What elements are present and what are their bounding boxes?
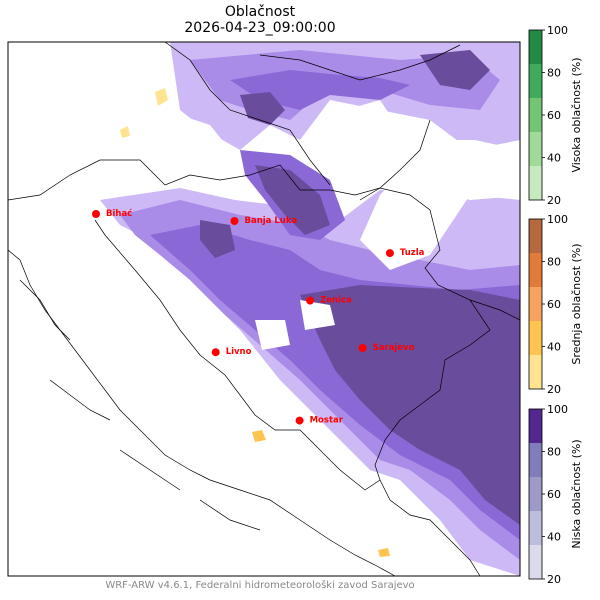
colorbar-title: Niska oblačnost (%): [570, 439, 583, 548]
city-marker: [385, 249, 394, 258]
city-label: Bihać: [106, 208, 132, 219]
city-marker: [211, 348, 220, 357]
colorbar-2: 20 40 60 80 100 Srednja oblačnost (%): [528, 213, 583, 396]
city-marker: [92, 210, 100, 218]
map-title: Oblačnost: [224, 4, 296, 20]
colorbar-tick-label: 20: [547, 383, 561, 396]
city-marker: [295, 416, 304, 425]
colorbar-tick-label: 60: [547, 109, 561, 122]
colorbar-segment: [529, 355, 542, 389]
colorbar-tick-label: 20: [547, 194, 561, 207]
colorbar-tick-label: 40: [547, 152, 561, 165]
city-label: Mostar: [310, 416, 344, 426]
colorbar-tick-label: 20: [547, 573, 561, 586]
colorbar-tick-label: 80: [547, 256, 561, 269]
colorbar-3: 20 40 60 80 100 Niska oblačnost (%): [528, 403, 583, 586]
city-label: Banja Luka: [245, 216, 298, 226]
colorbar-title: Srednja oblačnost (%): [570, 243, 583, 364]
colorbar-tick-label: 60: [547, 298, 561, 311]
colorbar-group: 20 40 60 80 100 Visoka oblačnost (%) 20 40 60 80 1…: [528, 24, 583, 586]
colorbar-segment: [529, 98, 542, 132]
colorbar-segment: [529, 545, 542, 579]
city-marker: [358, 344, 367, 352]
colorbar-tick-label: 60: [547, 488, 561, 501]
colorbar-tick-label: 80: [547, 67, 561, 80]
colorbar-tick-label: 100: [547, 403, 568, 416]
colorbar-segment: [529, 287, 542, 321]
city-label: Tuzla: [400, 248, 425, 258]
mid-cloud-layer: [120, 88, 390, 557]
colorbar-tick-label: 80: [547, 446, 561, 459]
colorbar-segment: [529, 64, 542, 98]
colorbar-segment: [529, 132, 542, 166]
colorbar-1: 20 40 60 80 100 Visoka oblačnost (%): [528, 24, 583, 207]
colorbar-segment: [529, 511, 542, 545]
city-markers: Bihać Banja Luka Tuzla Zenica Sarajevo Livno M…: [92, 208, 425, 426]
colorbar-segment: [529, 443, 542, 477]
colorbar-segment: [529, 219, 542, 253]
map-frame: [7, 41, 521, 577]
colorbar-title: Visoka oblačnost (%): [570, 57, 583, 172]
colorbar-segment: [529, 477, 542, 511]
colorbar-segment: [529, 409, 542, 443]
colorbar-tick-label: 40: [547, 341, 561, 354]
credit-footer: WRF-ARW v4.6.1, Federalni hidrometeorolo…: [105, 580, 415, 591]
map-datetime: 2026-04-23_09:00:00: [184, 20, 336, 36]
low-cloud-layer: [100, 42, 520, 576]
colorbar-tick-label: 40: [547, 531, 561, 544]
city-label: Livno: [226, 347, 252, 357]
city-label: Sarajevo: [373, 343, 415, 353]
city-marker: [230, 217, 239, 225]
colorbar-segment: [529, 253, 542, 287]
borders: [8, 42, 520, 576]
colorbar-tick-label: 100: [547, 24, 568, 37]
colorbar-segment: [529, 321, 542, 355]
colorbar-segment: [529, 30, 542, 64]
city-marker: [306, 296, 315, 305]
colorbar-segment: [529, 166, 542, 200]
city-label: Zenica: [320, 296, 352, 306]
colorbar-tick-label: 100: [547, 213, 568, 226]
